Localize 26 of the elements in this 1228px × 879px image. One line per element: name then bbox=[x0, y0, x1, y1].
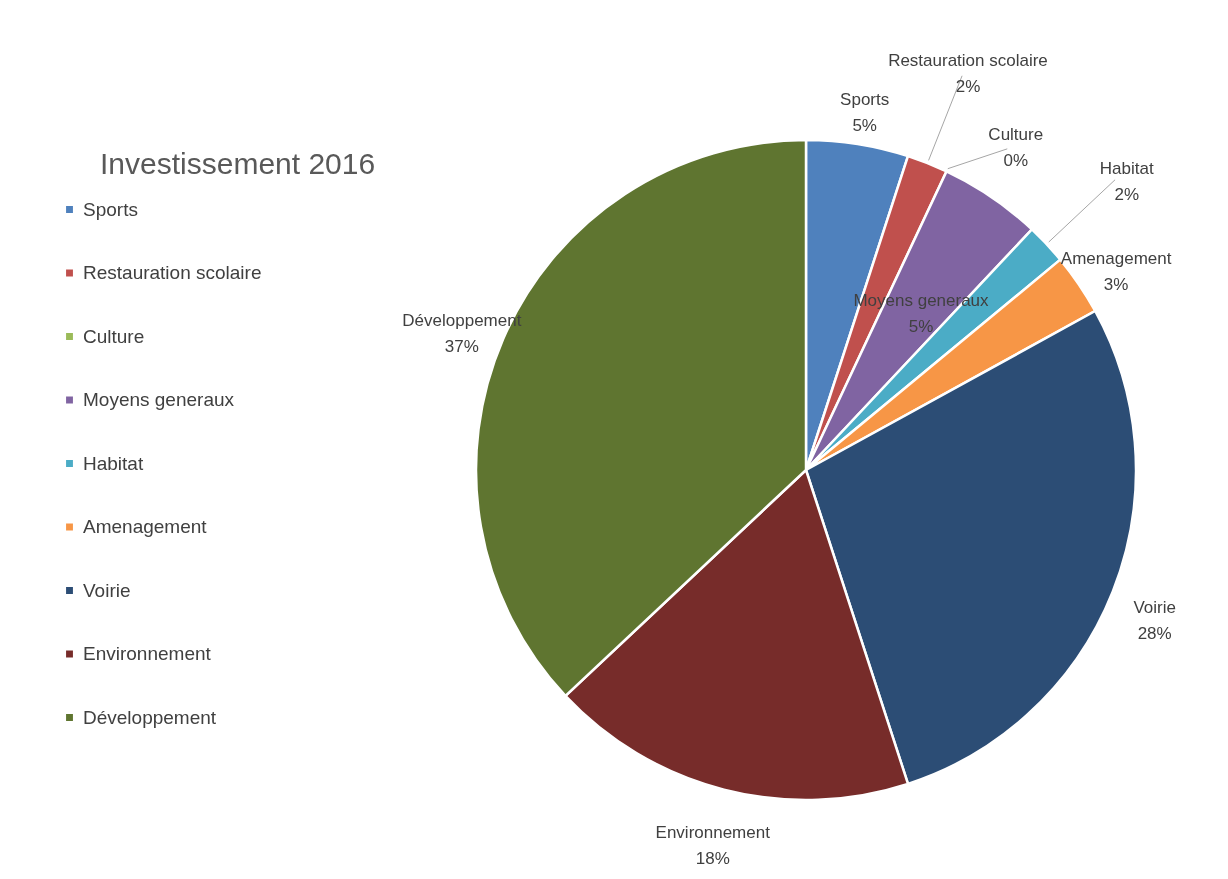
slice-label: Habitat bbox=[1099, 158, 1154, 178]
category-label: Culture bbox=[988, 125, 1044, 145]
data-label: 5% bbox=[852, 115, 877, 135]
legend-label: Développement bbox=[83, 706, 217, 728]
legend-label: Environnement bbox=[83, 643, 212, 664]
slice-label: Environnement bbox=[655, 823, 771, 843]
slice-label: Restauration scolaire bbox=[888, 50, 1048, 70]
legend-label: Culture bbox=[83, 325, 145, 347]
data-label: 2% bbox=[955, 76, 981, 96]
text: Investissement 2016 bbox=[100, 147, 376, 180]
legend-label: Amenagement bbox=[83, 516, 208, 537]
legend-label: Restauration scolaire bbox=[83, 262, 262, 283]
slice-label: Voirie bbox=[1133, 598, 1176, 618]
legend-label: Habitat bbox=[83, 452, 144, 474]
legend-label: Moyens generaux bbox=[83, 389, 235, 410]
slice-label: Sports bbox=[840, 89, 890, 109]
text: 0% bbox=[1003, 151, 1029, 171]
data-label: 2% bbox=[1114, 184, 1140, 204]
data-label: 5% bbox=[908, 316, 934, 336]
data-label: 28% bbox=[1137, 624, 1172, 644]
legend-label: Sports bbox=[83, 198, 138, 220]
legend-label: Voirie bbox=[83, 579, 131, 601]
slice-label: Amenagement bbox=[1060, 249, 1172, 269]
data-label: 3% bbox=[1103, 275, 1129, 295]
data-label: 37% bbox=[444, 337, 479, 357]
data-label: 18% bbox=[695, 849, 730, 869]
